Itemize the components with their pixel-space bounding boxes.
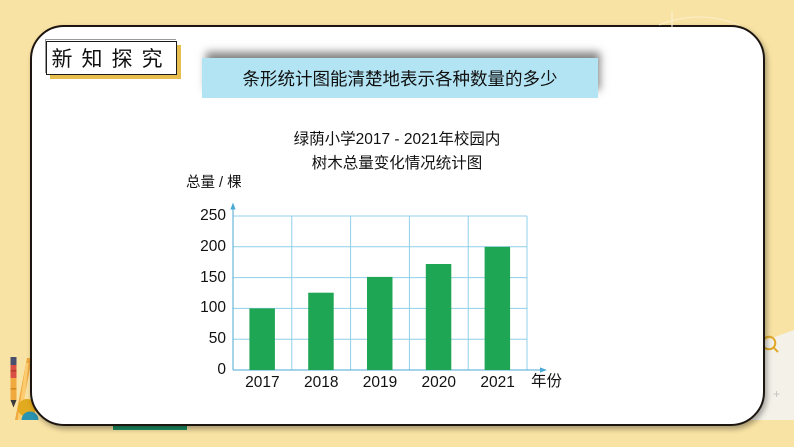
- svg-text:+: +: [773, 387, 780, 401]
